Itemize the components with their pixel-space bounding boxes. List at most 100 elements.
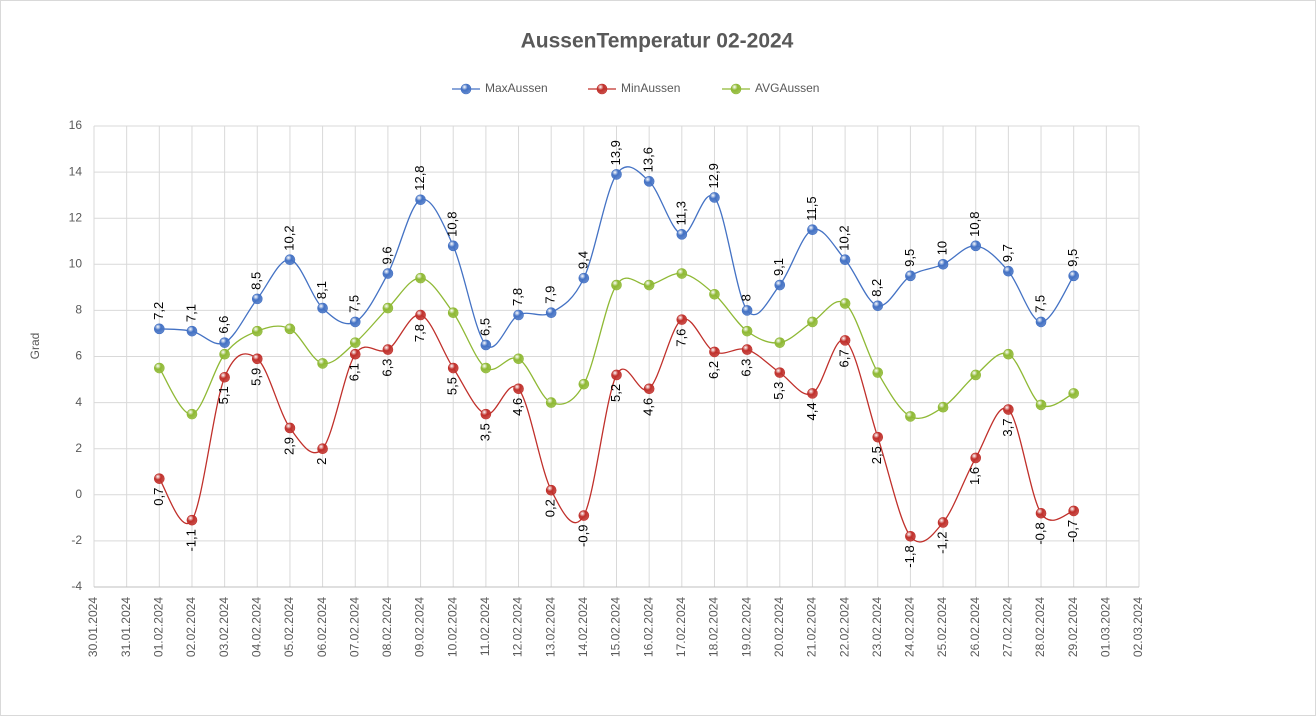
data-label: 9,7: [1000, 244, 1015, 262]
x-tick-label: 16.02.2024: [641, 597, 655, 657]
x-tick-label: 23.02.2024: [870, 597, 884, 657]
data-point: [578, 510, 590, 521]
x-tick-label: 08.02.2024: [380, 597, 394, 657]
data-label: 10: [935, 241, 950, 255]
data-point: [317, 302, 328, 314]
data-label: 7,5: [1032, 295, 1047, 313]
chart-title: AussenTemperatur 02-2024: [521, 30, 794, 53]
data-label: 5,1: [216, 386, 231, 404]
data-point: [611, 369, 622, 381]
data-point: [1068, 388, 1079, 399]
series-line: [158, 272, 1074, 420]
data-label: 6,6: [216, 316, 231, 334]
data-point: [317, 358, 328, 369]
data-point: [643, 176, 655, 187]
x-tick-label: 21.02.2024: [805, 597, 819, 657]
data-point: [937, 258, 949, 270]
data-point: [415, 272, 426, 284]
data-point: [1068, 270, 1079, 282]
data-label: 6,3: [379, 359, 394, 377]
data-point: [578, 378, 590, 390]
data-point: [186, 514, 198, 526]
data-point: [349, 316, 361, 328]
data-point: [1035, 507, 1047, 519]
data-point: [676, 268, 688, 279]
data-point: [741, 305, 753, 316]
data-point: [970, 240, 982, 252]
data-point: [807, 388, 818, 399]
data-point: [284, 422, 296, 434]
data-label: 7,2: [151, 302, 166, 320]
data-label: 11,3: [673, 201, 688, 225]
data-label: 8,1: [314, 281, 329, 299]
data-point: [447, 362, 459, 374]
data-label: 9,5: [902, 249, 917, 267]
data-point: [284, 323, 296, 335]
data-label: 0,2: [543, 499, 558, 517]
data-label: 12,8: [412, 165, 427, 190]
data-point: [872, 300, 884, 312]
data-point: [447, 307, 459, 319]
x-tick-label: 25.02.2024: [935, 597, 949, 657]
x-tick-label: 05.02.2024: [282, 597, 296, 657]
data-point: [382, 302, 394, 314]
data-point: [382, 344, 394, 355]
x-tick-label: 04.02.2024: [249, 597, 263, 657]
data-label: 5,3: [771, 382, 786, 400]
x-tick-label: 17.02.2024: [674, 597, 688, 657]
data-point: [774, 337, 786, 348]
x-tick-label: 19.02.2024: [739, 597, 753, 657]
data-label: 6,1: [347, 363, 362, 381]
data-point: [676, 314, 688, 325]
data-point: [1003, 348, 1014, 360]
data-label: -1,2: [935, 531, 950, 553]
data-point: [284, 254, 296, 265]
x-tick-label: 01.03.2024: [1099, 597, 1113, 657]
data-label: 11,5: [804, 196, 819, 220]
data-label: 8,2: [869, 279, 884, 297]
data-point: [807, 316, 818, 328]
data-point: [545, 397, 557, 408]
x-tick-label: 12.02.2024: [511, 597, 525, 657]
legend-marker: [596, 83, 608, 95]
data-point: [937, 517, 949, 528]
data-label: 3,7: [1000, 419, 1015, 437]
y-tick-label: 14: [69, 164, 83, 178]
x-tick-label: 07.02.2024: [347, 597, 361, 657]
data-label: 4,4: [804, 402, 819, 420]
data-point: [839, 254, 851, 265]
data-label: 8: [739, 294, 754, 301]
data-point: [447, 240, 459, 252]
data-point: [905, 270, 916, 282]
data-point: [872, 367, 884, 378]
data-label: 5,9: [249, 368, 264, 386]
legend-marker: [730, 83, 742, 95]
data-label: 3,5: [477, 423, 492, 441]
data-point: [349, 337, 361, 348]
data-label: 4,6: [641, 398, 656, 416]
y-axis-label: Grad: [28, 333, 42, 360]
x-tick-label: 29.02.2024: [1066, 597, 1080, 657]
data-point: [382, 268, 394, 279]
data-point: [154, 473, 165, 484]
data-point: [186, 408, 198, 420]
data-label: 7,1: [183, 304, 198, 322]
data-point: [154, 323, 165, 335]
data-label: 10,2: [837, 225, 852, 250]
data-point: [480, 362, 492, 374]
data-label: 7,8: [510, 288, 525, 306]
data-label: 7,6: [673, 329, 688, 347]
data-point: [513, 309, 524, 321]
data-label: -1,8: [902, 545, 917, 567]
x-tick-label: 03.02.2024: [217, 597, 231, 657]
x-tick-label: 13.02.2024: [543, 597, 557, 657]
data-point: [545, 484, 557, 496]
data-label: -0,9: [575, 525, 590, 547]
data-label: 8,5: [249, 272, 264, 290]
y-tick-label: 0: [75, 487, 82, 501]
data-point: [513, 353, 524, 365]
data-point: [317, 443, 328, 455]
legend-label: MaxAussen: [485, 81, 548, 95]
data-label: 9,5: [1065, 249, 1080, 267]
x-tick-label: 30.01.2024: [86, 597, 100, 657]
